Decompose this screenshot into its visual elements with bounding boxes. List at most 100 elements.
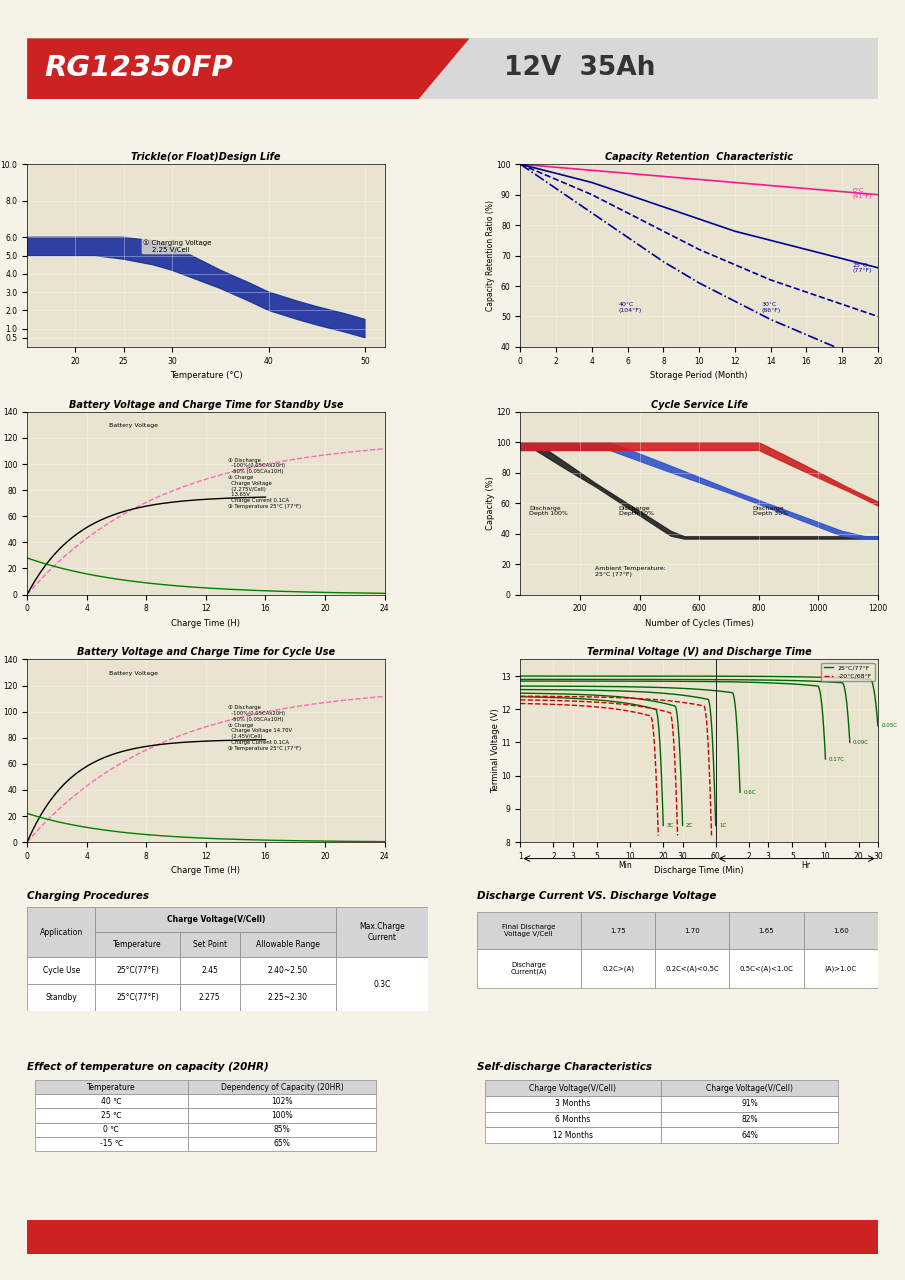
Text: Discharge
Depth 30%: Discharge Depth 30% (753, 506, 788, 516)
Text: Discharge
Current(A): Discharge Current(A) (510, 961, 547, 975)
Text: 1.70: 1.70 (684, 928, 700, 933)
Bar (95, 932, 179, 957)
Text: 0.2C<(A)<0.5C: 0.2C<(A)<0.5C (665, 965, 719, 972)
Bar (662, 1080, 838, 1096)
Text: 91%: 91% (741, 1100, 757, 1108)
Text: 0.3C: 0.3C (374, 979, 391, 989)
Bar (179, 932, 240, 957)
Bar (729, 913, 804, 948)
Bar (581, 948, 655, 988)
Bar (581, 913, 655, 948)
Text: Set Point: Set Point (193, 940, 227, 950)
Y-axis label: Capacity Retention Ratio (%): Capacity Retention Ratio (%) (486, 200, 495, 311)
Bar (187, 1123, 376, 1137)
Title: Battery Voltage and Charge Time for Standby Use: Battery Voltage and Charge Time for Stan… (69, 399, 343, 410)
Text: 0 ℃: 0 ℃ (103, 1125, 119, 1134)
Text: 25°C(77°F): 25°C(77°F) (116, 966, 159, 975)
Text: 0.2C>(A): 0.2C>(A) (602, 965, 634, 972)
Text: ① Discharge
  -100%(0.05CAx20H)
  -50% (0.05CAx10H)
② Charge
  Charge Voltage
  : ① Discharge -100%(0.05CAx20H) -50% (0.05… (228, 457, 301, 509)
Text: 12 Months: 12 Months (553, 1130, 593, 1139)
Text: Dependency of Capacity (20HR): Dependency of Capacity (20HR) (221, 1083, 343, 1092)
Bar (336, 908, 428, 957)
Bar (95, 908, 336, 932)
Text: 1.75: 1.75 (610, 928, 626, 933)
Bar (240, 932, 336, 957)
Text: 40 ℃: 40 ℃ (101, 1097, 122, 1106)
Bar (484, 1096, 662, 1111)
Bar (729, 948, 804, 988)
Text: Min: Min (618, 860, 632, 869)
X-axis label: Charge Time (H): Charge Time (H) (171, 618, 241, 627)
Bar (95, 957, 179, 984)
Text: Allowable Range: Allowable Range (256, 940, 319, 950)
Text: 2C: 2C (686, 823, 693, 828)
Text: Discharge
Depth 100%: Discharge Depth 100% (529, 506, 568, 516)
Bar (240, 984, 336, 1011)
Title: Capacity Retention  Characteristic: Capacity Retention Characteristic (605, 152, 793, 163)
Bar (179, 957, 240, 984)
Bar (27, 957, 95, 984)
Text: Discharge Current VS. Discharge Voltage: Discharge Current VS. Discharge Voltage (477, 891, 716, 901)
X-axis label: Charge Time (H): Charge Time (H) (171, 867, 241, 876)
Text: 1C: 1C (719, 823, 726, 828)
Text: 6 Months: 6 Months (555, 1115, 591, 1124)
Bar (662, 1128, 838, 1143)
Text: Temperature: Temperature (87, 1083, 136, 1092)
Bar (477, 948, 581, 988)
Text: 1.60: 1.60 (833, 928, 849, 933)
Bar (187, 1108, 376, 1123)
Text: Temperature: Temperature (113, 940, 162, 950)
Bar (240, 957, 336, 984)
Bar (484, 1080, 662, 1096)
Text: (A)>1.0C: (A)>1.0C (824, 965, 857, 972)
Text: 0.6C: 0.6C (743, 790, 756, 795)
Text: Discharge
Depth 50%: Discharge Depth 50% (619, 506, 653, 516)
Text: 82%: 82% (741, 1115, 757, 1124)
X-axis label: Storage Period (Month): Storage Period (Month) (651, 371, 748, 380)
Text: Self-discharge Characteristics: Self-discharge Characteristics (477, 1061, 652, 1071)
Text: 85%: 85% (273, 1125, 291, 1134)
Text: 100%: 100% (272, 1111, 293, 1120)
Text: Ambient Temperature:
25°C (77°F): Ambient Temperature: 25°C (77°F) (595, 567, 666, 577)
Bar (804, 948, 878, 988)
Text: ① Charging Voltage
    2.25 V/Cell: ① Charging Voltage 2.25 V/Cell (143, 239, 212, 253)
Y-axis label: Terminal Voltage (V): Terminal Voltage (V) (491, 708, 500, 794)
Text: 12V  35Ah: 12V 35Ah (503, 55, 655, 81)
Text: 65%: 65% (273, 1139, 291, 1148)
Text: Hr: Hr (802, 860, 811, 869)
Bar (27, 908, 95, 957)
X-axis label: Discharge Time (Min): Discharge Time (Min) (654, 867, 744, 876)
Bar (662, 1096, 838, 1111)
Bar (336, 957, 428, 1011)
Text: 102%: 102% (272, 1097, 292, 1106)
FancyBboxPatch shape (27, 100, 878, 118)
Text: Max.Charge
Current: Max.Charge Current (359, 923, 405, 942)
Bar (27, 984, 95, 1011)
Text: 3 Months: 3 Months (555, 1100, 591, 1108)
Text: 2.40~2.50: 2.40~2.50 (268, 966, 308, 975)
Bar (35, 1137, 187, 1151)
Title: Terminal Voltage (V) and Discharge Time: Terminal Voltage (V) and Discharge Time (586, 648, 812, 658)
Text: Effect of temperature on capacity (20HR): Effect of temperature on capacity (20HR) (27, 1061, 269, 1071)
Text: 0.5C<(A)<1.0C: 0.5C<(A)<1.0C (739, 965, 794, 972)
Text: 0.05C: 0.05C (881, 723, 897, 728)
Y-axis label: Capacity (%): Capacity (%) (486, 476, 495, 530)
Polygon shape (27, 237, 366, 338)
Bar (187, 1094, 376, 1108)
Text: 1.65: 1.65 (758, 928, 775, 933)
Title: Battery Voltage and Charge Time for Cycle Use: Battery Voltage and Charge Time for Cycl… (77, 648, 335, 658)
Polygon shape (27, 38, 470, 100)
Text: 2.45: 2.45 (201, 966, 218, 975)
Text: 2.25~2.30: 2.25~2.30 (268, 993, 308, 1002)
Text: Charge Voltage(V/Cell): Charge Voltage(V/Cell) (706, 1084, 793, 1093)
Text: 64%: 64% (741, 1130, 757, 1139)
Text: -15 ℃: -15 ℃ (100, 1139, 123, 1148)
Text: ① Discharge
  -100%(0.05CAx20H)
  -50% (0.05CAx10H)
② Charge
  Charge Voltage 14: ① Discharge -100%(0.05CAx20H) -50% (0.05… (228, 705, 301, 750)
Bar (484, 1111, 662, 1128)
Text: Standby: Standby (45, 993, 77, 1002)
Bar (35, 1123, 187, 1137)
Text: 2.275: 2.275 (199, 993, 221, 1002)
Text: 0.17C: 0.17C (829, 756, 844, 762)
Bar (477, 913, 581, 948)
Text: 3C: 3C (667, 823, 674, 828)
